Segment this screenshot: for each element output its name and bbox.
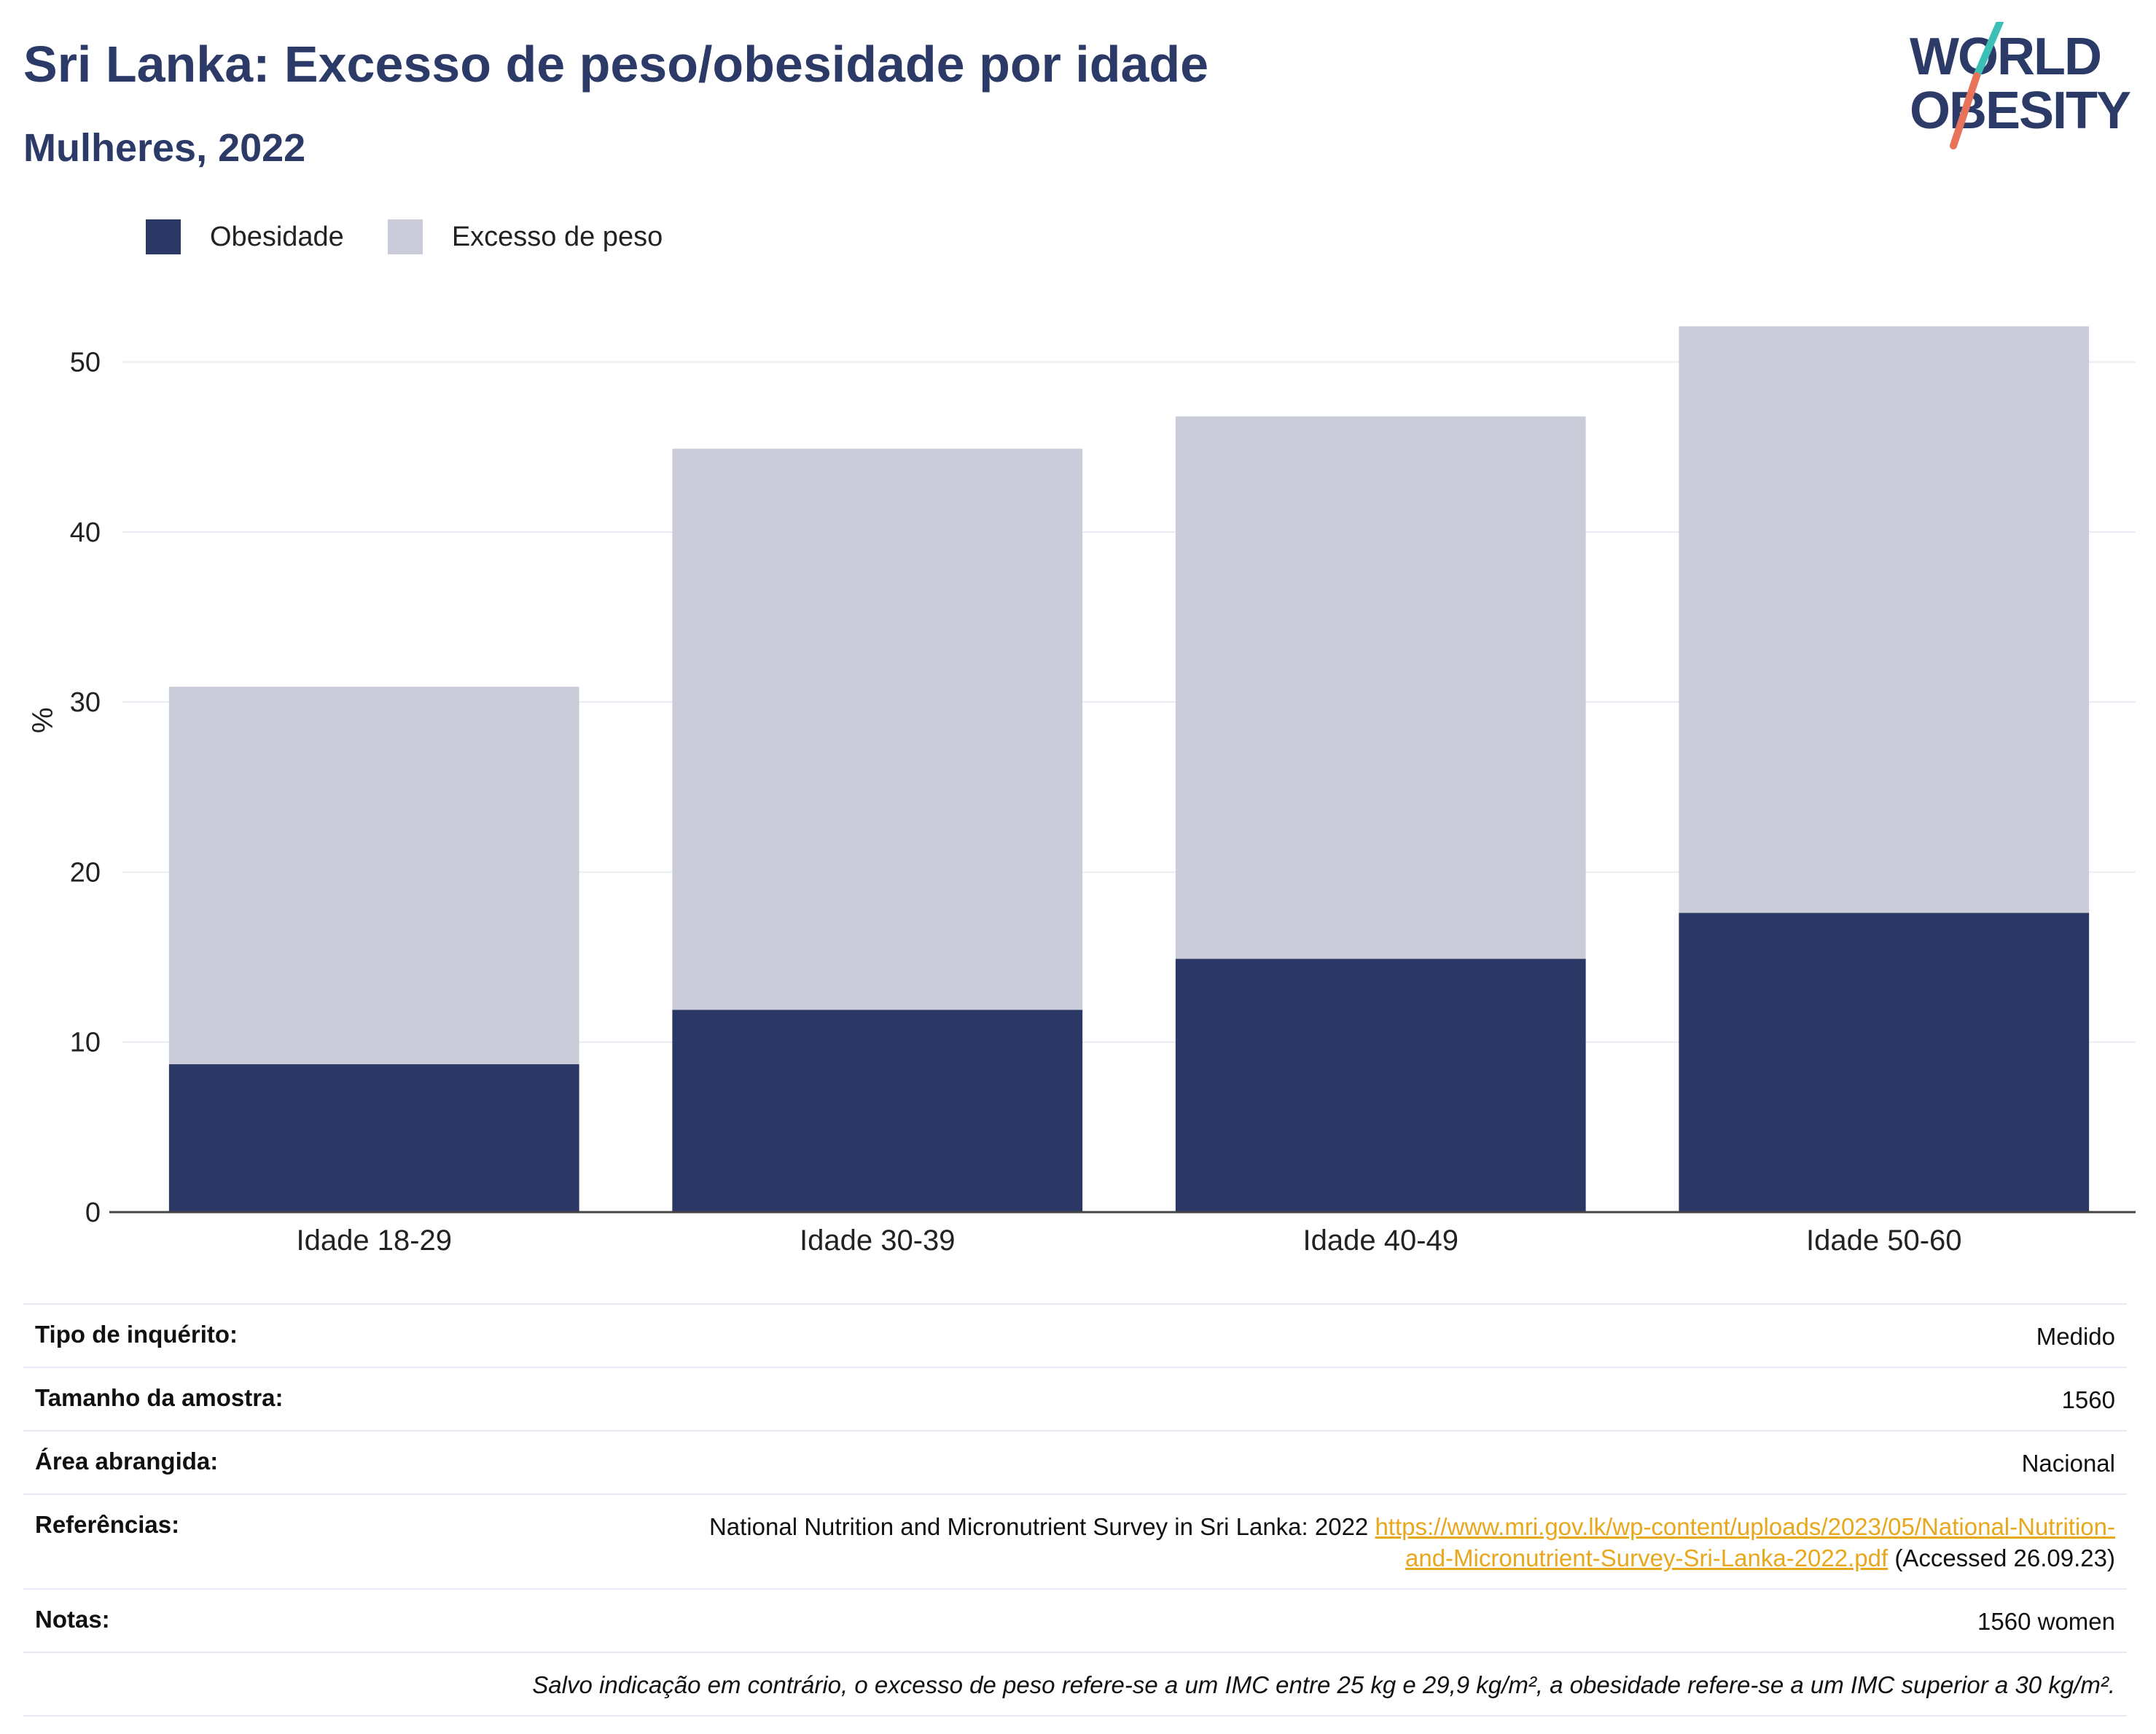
notes-label: Notas: bbox=[35, 1606, 110, 1633]
legend-swatch-obesity bbox=[146, 219, 181, 254]
x-tick-label: Idade 18-29 bbox=[296, 1225, 452, 1254]
legend: Obesidade Excesso de peso bbox=[146, 217, 706, 257]
legend-item-overweight: Excesso de peso bbox=[387, 219, 663, 254]
bar-overweight bbox=[168, 687, 579, 1065]
info-row-sample-size: Tamanho da amostra: 1560 bbox=[23, 1367, 2127, 1430]
references-text: National Nutrition and Micronutrient Sur… bbox=[708, 1513, 1369, 1540]
footnote-text: Salvo indicação em contrário, o excesso … bbox=[532, 1671, 2115, 1698]
x-tick-label: Idade 50-60 bbox=[1806, 1225, 1962, 1254]
references-accessed: (Accessed 26.09.23) bbox=[1894, 1544, 2115, 1571]
survey-type-label: Tipo de inquérito: bbox=[35, 1321, 238, 1348]
logo-slash-top bbox=[1973, 22, 2004, 79]
area-value: Nacional bbox=[2021, 1450, 2115, 1477]
bar-obesity bbox=[672, 1009, 1083, 1212]
notes-value: 1560 women bbox=[1977, 1608, 2115, 1635]
sample-size-label: Tamanho da amostra: bbox=[35, 1384, 284, 1411]
y-tick-label: 20 bbox=[70, 857, 101, 888]
logo-text-obesity: OBESITY bbox=[1910, 82, 2130, 140]
info-row-footnote: Salvo indicação em contrário, o excesso … bbox=[23, 1652, 2127, 1717]
logo-slash-bottom bbox=[1950, 72, 1980, 149]
bar-obesity bbox=[1679, 913, 2090, 1212]
world-obesity-logo: WORLD OBESITY bbox=[1910, 22, 2132, 149]
info-row-notes: Notas: 1560 women bbox=[23, 1588, 2127, 1652]
info-row-survey-type: Tipo de inquérito: Medido bbox=[23, 1303, 2127, 1367]
bar-obesity bbox=[168, 1064, 579, 1212]
bar-obesity bbox=[1175, 958, 1586, 1212]
references-link-part1[interactable]: https://www.mri.gov.lk/wp-content/upload… bbox=[1375, 1513, 2115, 1540]
logo-text-world: WORLD bbox=[1910, 28, 2101, 86]
bar-chart: 0 10 20 30 40 50% Idade 18-29 Idade 30-39 Idade … bbox=[27, 326, 2136, 1254]
y-tick-label: 0 bbox=[85, 1198, 101, 1228]
y-tick-label: 30 bbox=[70, 687, 101, 718]
x-tick-label: Idade 30-39 bbox=[800, 1225, 956, 1254]
legend-label-overweight: Excesso de peso bbox=[451, 221, 663, 252]
references-value: National Nutrition and Micronutrient Sur… bbox=[709, 1511, 2115, 1574]
y-axis-title: % bbox=[27, 707, 59, 733]
bar-overweight bbox=[1679, 326, 2090, 913]
references-link-part2[interactable]: and-Micronutrient-Survey-Sri-Lanka-2022.… bbox=[1405, 1544, 1889, 1571]
chart-title: Sri Lanka: Excesso de peso/obesidade por… bbox=[23, 36, 1209, 93]
bar-overweight bbox=[1175, 416, 1586, 959]
legend-item-obesity: Obesidade bbox=[146, 219, 344, 254]
info-row-area: Área abrangida: Nacional bbox=[23, 1430, 2127, 1493]
legend-swatch-overweight bbox=[387, 219, 423, 254]
y-tick-label: 10 bbox=[70, 1028, 101, 1058]
y-tick-label: 50 bbox=[70, 348, 101, 378]
sample-size-value: 1560 bbox=[2061, 1386, 2115, 1413]
chart-subtitle: Mulheres, 2022 bbox=[23, 126, 306, 170]
area-label: Área abrangida: bbox=[35, 1448, 219, 1475]
survey-type-value: Medido bbox=[2036, 1323, 2115, 1350]
info-row-references: Referências: National Nutrition and Micr… bbox=[23, 1493, 2127, 1588]
y-tick-label: 40 bbox=[70, 518, 101, 548]
legend-label-obesity: Obesidade bbox=[210, 221, 344, 252]
references-label: Referências: bbox=[35, 1511, 180, 1538]
x-tick-label: Idade 40-49 bbox=[1302, 1225, 1458, 1254]
bar-overweight bbox=[672, 448, 1083, 1010]
info-table: Tipo de inquérito: Medido Tamanho da amo… bbox=[23, 1303, 2127, 1717]
